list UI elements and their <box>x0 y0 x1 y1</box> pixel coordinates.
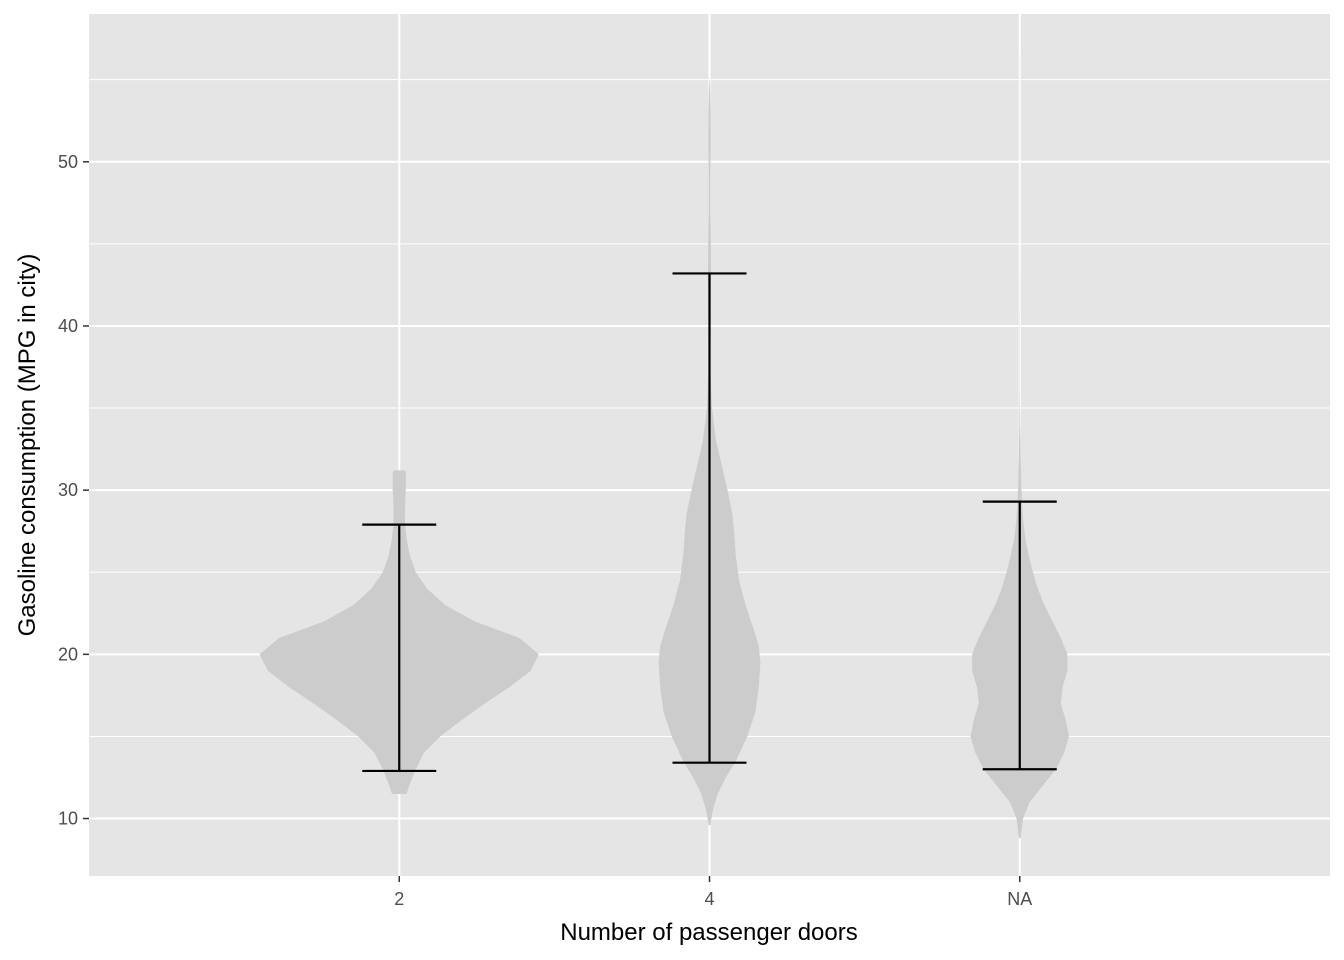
y-axis: 10 20 30 40 50 <box>58 152 89 829</box>
y-tick-label: 10 <box>58 809 78 829</box>
y-tick-label: 30 <box>58 480 78 500</box>
x-tick-label: 2 <box>394 889 404 909</box>
y-tick-label: 50 <box>58 152 78 172</box>
x-axis: 2 4 NA <box>394 876 1032 909</box>
y-tick-label: 40 <box>58 316 78 336</box>
x-tick-label: NA <box>1007 889 1032 909</box>
x-tick-label: 4 <box>704 889 714 909</box>
error-bars <box>362 272 1057 773</box>
violin-NA <box>970 55 1069 839</box>
y-tick-label: 20 <box>58 644 78 664</box>
y-axis-title: Gasoline consumption (MPG in city) <box>14 254 41 637</box>
x-axis-title: Number of passenger doors <box>560 919 858 946</box>
